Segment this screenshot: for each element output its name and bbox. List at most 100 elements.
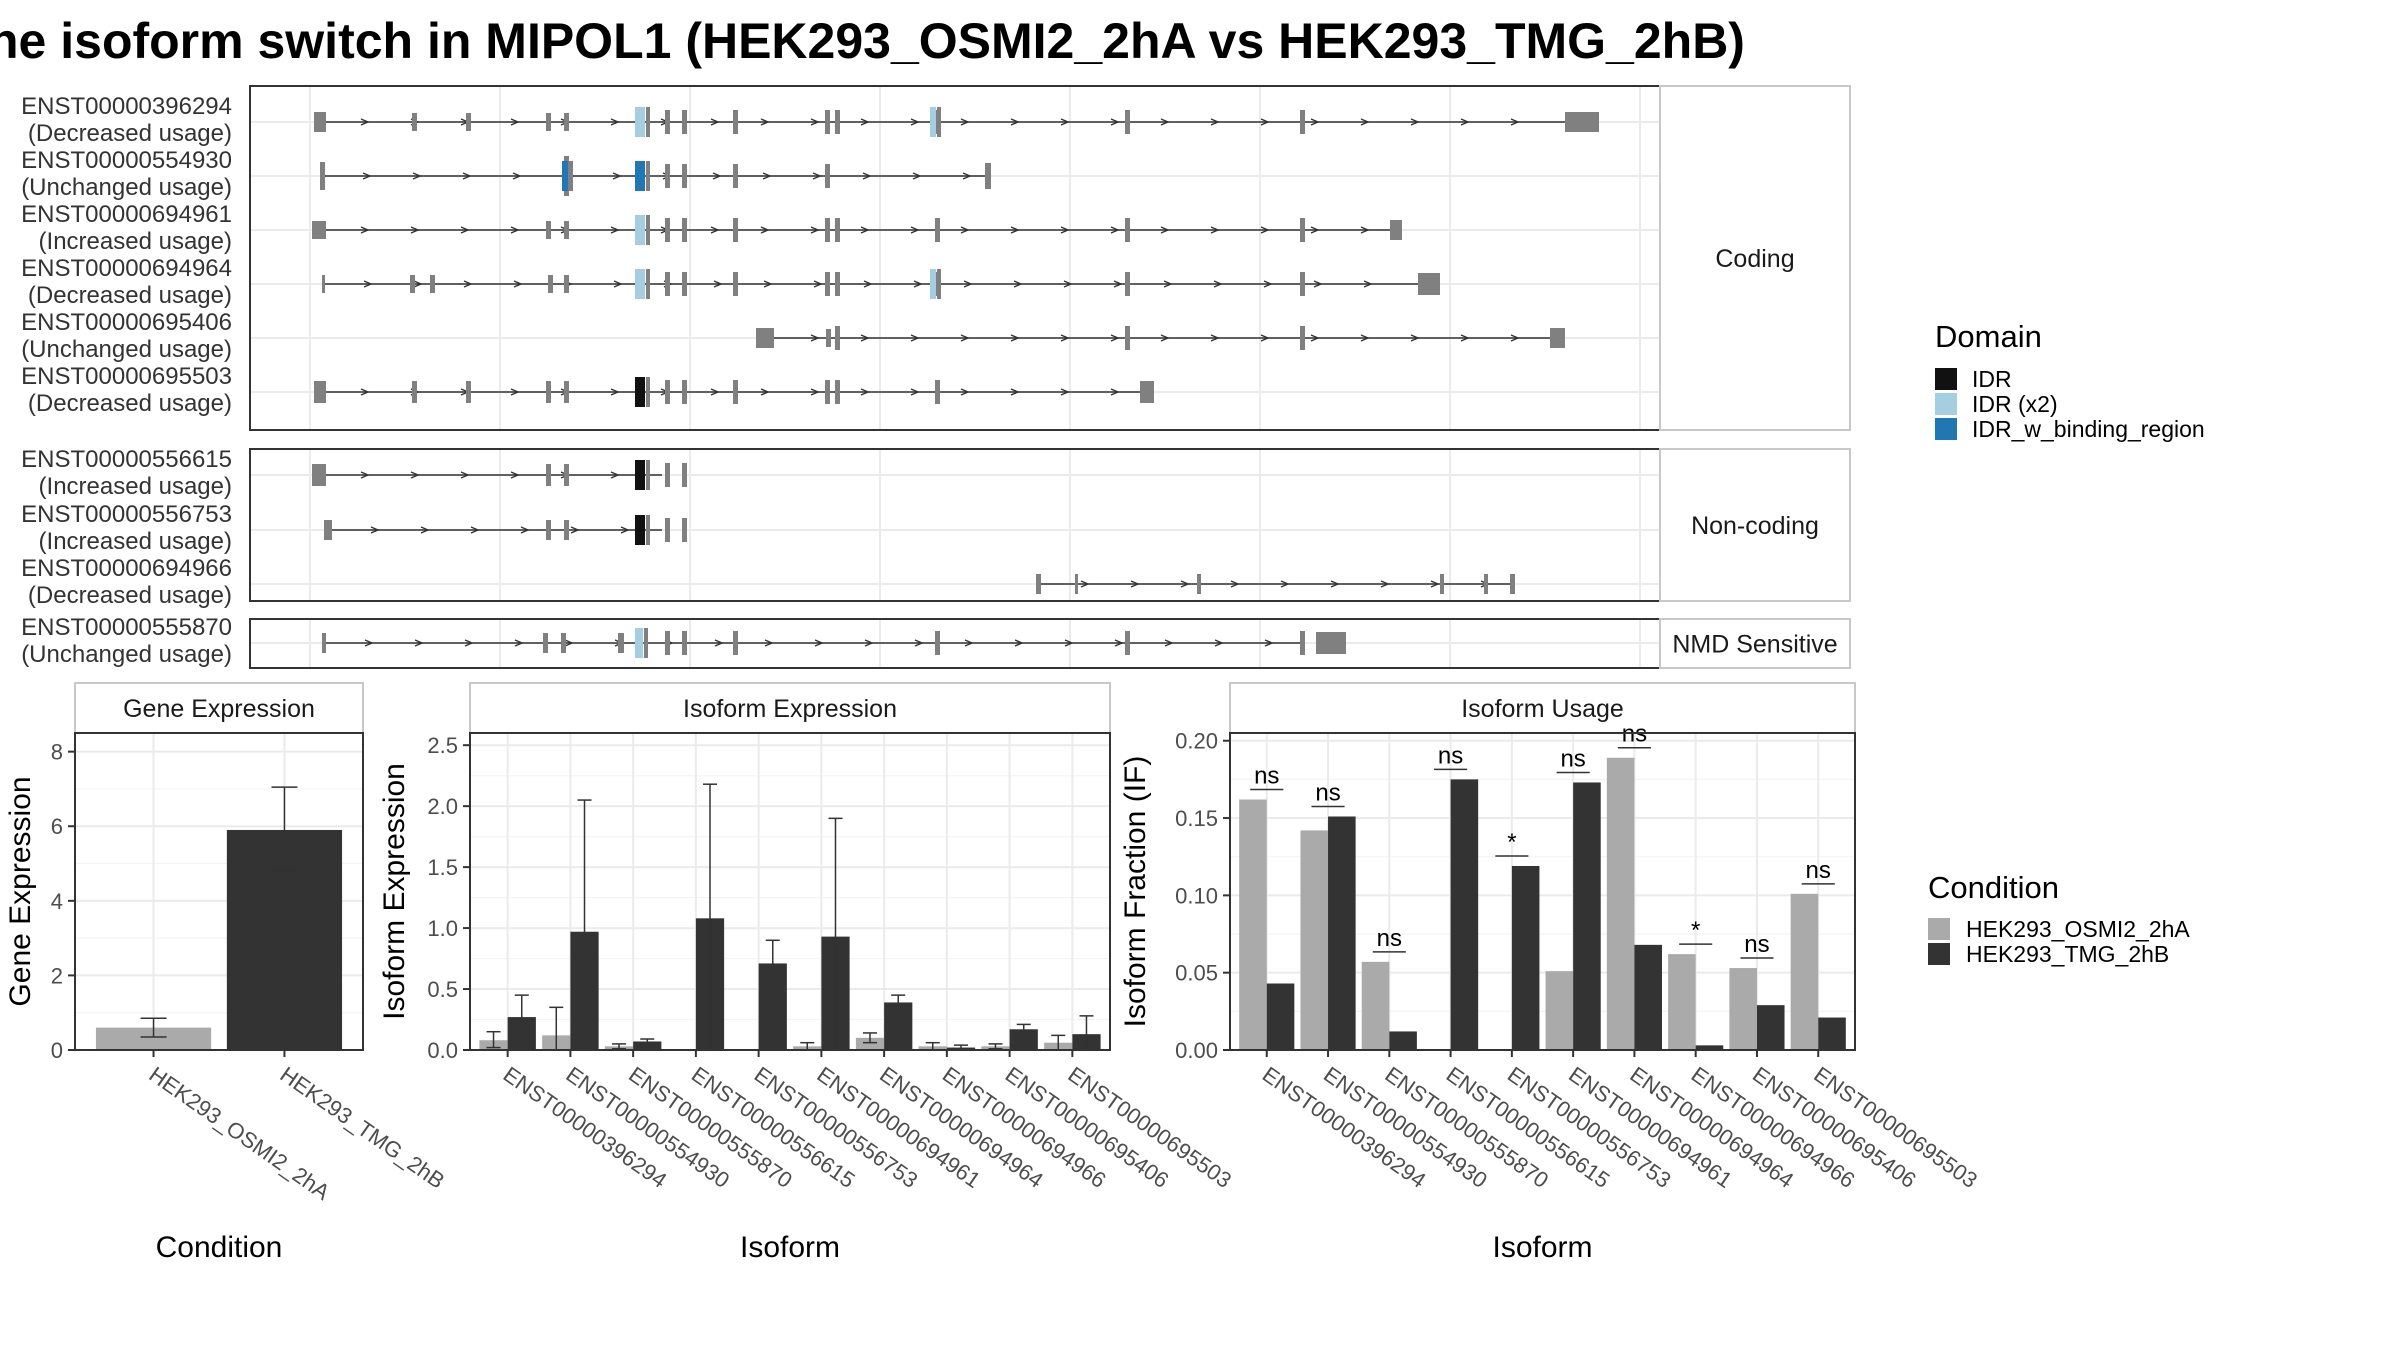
strand-arrow (510, 226, 520, 234)
facet-strip (1659, 85, 1851, 431)
significance-label: ns (1622, 721, 1647, 748)
isoform-usage-chart: Isoform UsagensENST00000396294nsENST0000… (1119, 682, 1982, 1264)
strand-arrow (960, 388, 970, 396)
x-axis-title: Condition (156, 1231, 283, 1264)
y-tick-label: 4 (51, 889, 63, 914)
exon (733, 218, 738, 242)
strand-arrow (1380, 580, 1390, 588)
significance-label: * (1691, 917, 1700, 944)
strand-arrow (812, 172, 822, 180)
transcript-id-label: ENST00000555870 (21, 614, 232, 641)
strand-arrow (1180, 580, 1190, 588)
exon (1510, 574, 1515, 594)
strand-arrow (962, 172, 972, 180)
exon (682, 631, 687, 655)
y-axis-title: Gene Expression (4, 776, 37, 1006)
chart-title: Isoform Usage (1461, 695, 1624, 723)
strand-arrow (513, 280, 523, 288)
exon (835, 326, 840, 350)
transcript-id-label: ENST00000694964 (21, 255, 232, 282)
strand-arrow (612, 172, 622, 180)
exon (646, 377, 650, 407)
strand-arrow (520, 526, 530, 534)
strand-arrow (710, 118, 720, 126)
domain-legend-title: Domain (1935, 319, 2042, 354)
exon (1300, 631, 1305, 655)
strand-arrow (364, 639, 374, 647)
y-axis-title: Isoform Expression (378, 763, 411, 1020)
exon (682, 518, 687, 542)
exon (1140, 381, 1154, 403)
transcript-id-label: ENST00000694966 (21, 555, 232, 582)
exon (564, 221, 569, 239)
y-tick-label: 0.10 (1175, 883, 1218, 908)
exon (1125, 218, 1130, 242)
exon (1125, 326, 1130, 350)
transcript-usage-label: (Unchanged usage) (21, 174, 232, 201)
strand-arrow (760, 226, 770, 234)
exon (564, 113, 569, 131)
strand-arrow (810, 334, 820, 342)
strand-arrow (410, 226, 420, 234)
bar (1266, 983, 1295, 1050)
strand-arrow (610, 388, 620, 396)
significance-label: ns (1377, 925, 1402, 952)
bar (1606, 757, 1635, 1050)
strand-arrow (1260, 334, 1270, 342)
exon (646, 107, 650, 137)
strand-arrow (1363, 280, 1373, 288)
facet-strip (1659, 618, 1851, 669)
strand-arrow (510, 118, 520, 126)
transcript-usage-label: (Increased usage) (39, 228, 232, 255)
exon (1300, 110, 1305, 134)
strand-arrow (710, 388, 720, 396)
strand-arrow (1114, 639, 1124, 647)
exon (546, 221, 551, 239)
strand-arrow (810, 388, 820, 396)
exon (466, 113, 471, 131)
exon (561, 633, 566, 653)
strand-arrow (913, 280, 923, 288)
exon (935, 218, 940, 242)
strand-arrow (1113, 280, 1123, 288)
strand-arrow (1210, 334, 1220, 342)
strand-arrow (1010, 118, 1020, 126)
exon (646, 269, 650, 299)
strand-arrow (964, 639, 974, 647)
significance-label: ns (1438, 742, 1463, 769)
exon (665, 518, 670, 542)
strand-arrow (910, 334, 920, 342)
domain-exon (635, 161, 645, 191)
strand-arrow (613, 280, 623, 288)
strand-arrow (910, 226, 920, 234)
exon (543, 633, 548, 653)
strand-arrow (1263, 280, 1273, 288)
exon (546, 381, 551, 403)
exon (682, 380, 687, 404)
transcript-id-label: ENST00000396294 (21, 93, 232, 120)
y-tick-label: 0.15 (1175, 806, 1218, 831)
transcript-usage-label: (Decreased usage) (28, 120, 232, 147)
y-tick-label: 2.5 (427, 733, 458, 758)
exon (410, 275, 415, 293)
strand-arrow (564, 639, 574, 647)
bar (1634, 944, 1662, 1050)
transcript-id-label: ENST00000695406 (21, 309, 232, 336)
facet-strip-label: Coding (1715, 245, 1794, 273)
exon (324, 520, 332, 540)
strand-arrow (863, 280, 873, 288)
strand-arrow (1330, 580, 1340, 588)
strand-arrow (360, 226, 370, 234)
strand-arrow (810, 118, 820, 126)
exon (682, 272, 687, 296)
exon (665, 631, 670, 655)
strand-arrow (1460, 118, 1470, 126)
strand-arrow (1060, 118, 1070, 126)
domain-exon (930, 107, 936, 137)
strand-arrow (914, 639, 924, 647)
strand-arrow (1060, 388, 1070, 396)
strand-arrow (460, 226, 470, 234)
strand-arrow (1010, 388, 1020, 396)
y-tick-label: 2.0 (427, 794, 458, 819)
strand-arrow (463, 280, 473, 288)
